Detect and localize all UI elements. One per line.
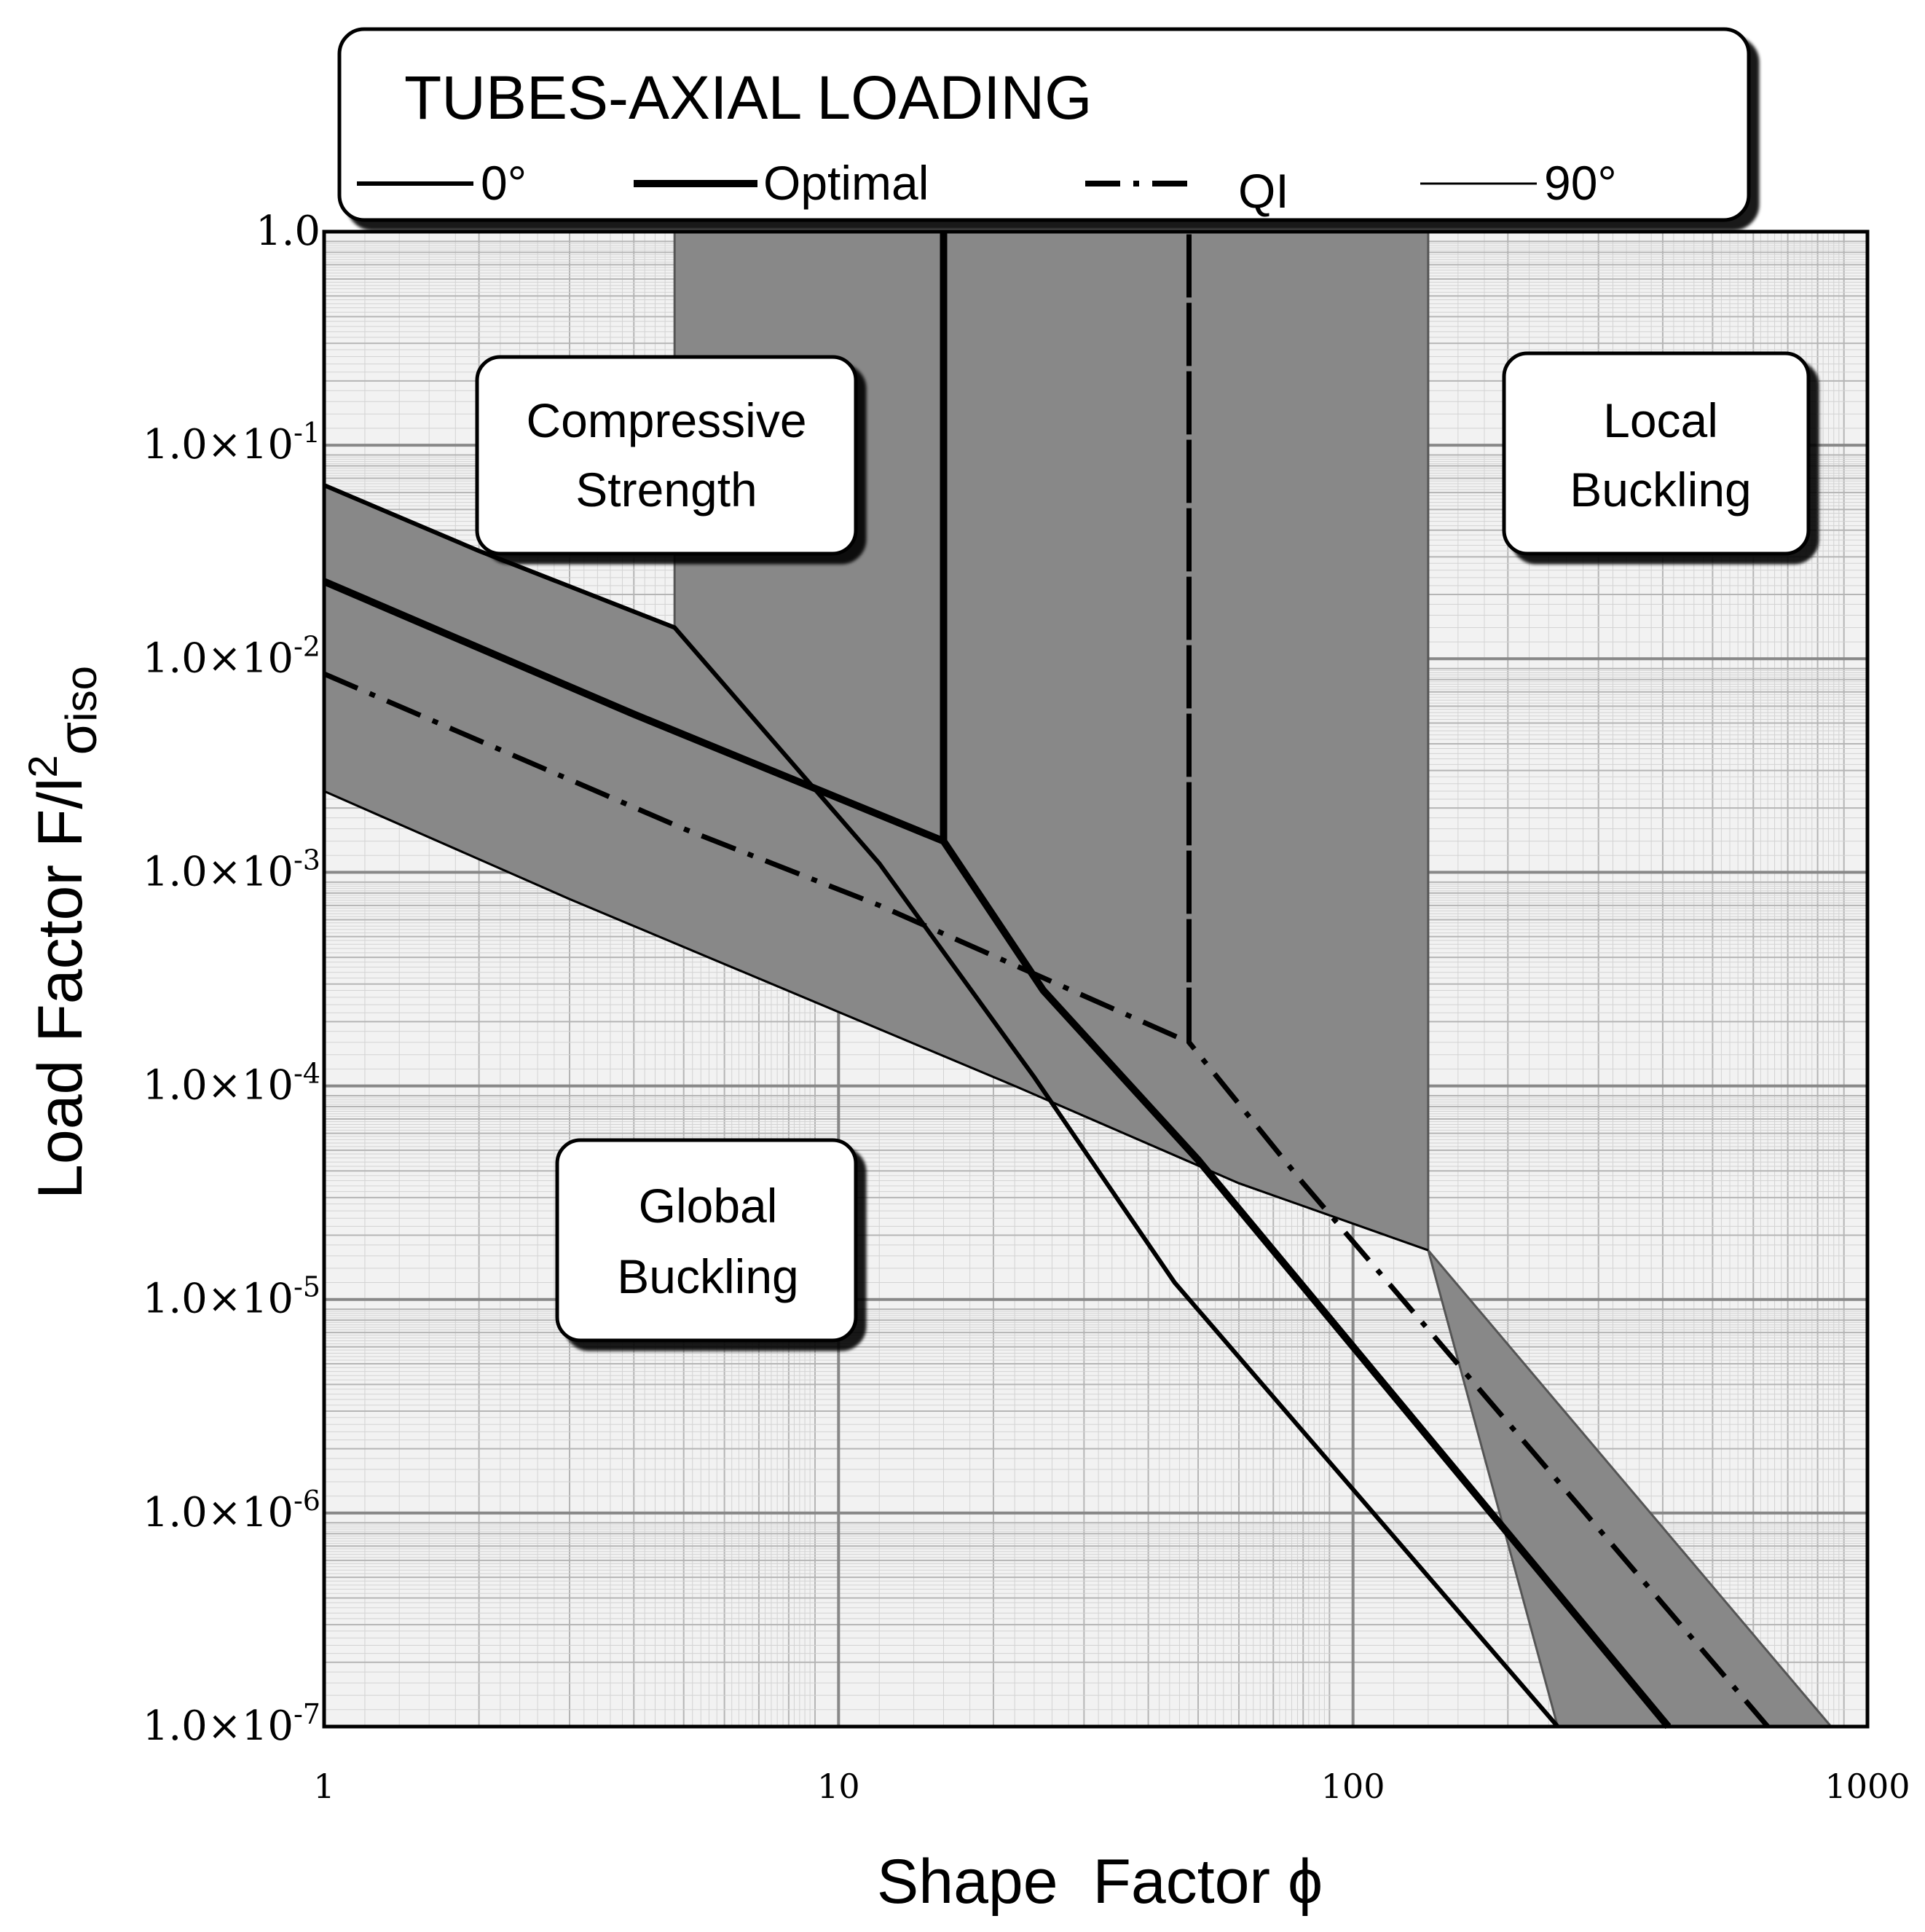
y-tick-label: 1.0×10-1	[143, 417, 320, 468]
region-local-buckling-box	[1502, 351, 1811, 556]
y-tick-label: 1.0	[256, 208, 320, 255]
x-tick-label: 1	[313, 1767, 334, 1806]
legend-box	[337, 27, 1751, 222]
region-global-buckling-box	[555, 1138, 858, 1343]
series-group	[323, 232, 1770, 1729]
series-line-1	[323, 232, 1672, 1729]
plot-border	[322, 229, 1870, 1729]
series-line-0	[323, 483, 1559, 1728]
legend-label-90deg: 90°	[1544, 156, 1617, 210]
y-tick-label: 1.0×10-5	[143, 1271, 320, 1323]
legend-label-optimal: Optimal	[763, 156, 929, 210]
legend-label-qi: QI	[1238, 164, 1289, 218]
region-global-buckling	[555, 1138, 858, 1343]
y-axis-title-sup: 2	[20, 755, 66, 777]
x-axis-title: Shape Factor ϕ	[877, 1847, 1323, 1917]
x-tick-labels: 1 10 100 1000	[313, 1767, 1910, 1806]
chart-title: TUBES-AXIAL LOADING	[404, 63, 1092, 132]
y-tick-label: 1.0×10-3	[143, 844, 320, 895]
region-local-buckling-line2: Buckling	[1570, 463, 1751, 517]
legend-label-0deg: 0°	[481, 156, 527, 210]
y-axis-title: Load Factor F/l2σiso	[20, 666, 108, 1199]
region-global-buckling-line1: Global	[639, 1179, 778, 1233]
y-tick-labels: 1.0 1.0×10-1 1.0×10-2 1.0×10-3 1.0×10-4 1.0×1…	[143, 208, 320, 1750]
series-line-3	[323, 790, 1429, 1252]
region-compressive-strength	[475, 355, 858, 556]
region-compressive-strength-box	[475, 355, 858, 556]
y-axis-title-sigma: σ	[47, 722, 108, 755]
y-tick-label: 1.0×10-2	[143, 630, 320, 682]
y-axis-title-main: Load Factor F/l	[25, 778, 95, 1199]
legend-box-frame	[337, 27, 1751, 222]
y-axis-title-iso: iso	[57, 666, 106, 722]
y-tick-label: 1.0×10-4	[143, 1058, 320, 1110]
region-compressive-strength-line2: Strength	[575, 463, 757, 517]
series-line-2	[323, 232, 1770, 1729]
y-tick-label: 1.0×10-7	[143, 1698, 320, 1750]
region-global-buckling-line2: Buckling	[617, 1249, 798, 1303]
x-tick-label: 100	[1321, 1767, 1385, 1806]
region-local-buckling	[1502, 351, 1811, 556]
y-tick-label: 1.0×10-6	[143, 1485, 320, 1536]
x-tick-label: 1000	[1824, 1767, 1910, 1806]
region-compressive-strength-line1: Compressive	[526, 393, 806, 447]
region-local-buckling-line1: Local	[1603, 393, 1718, 447]
x-tick-label: 10	[817, 1767, 860, 1806]
